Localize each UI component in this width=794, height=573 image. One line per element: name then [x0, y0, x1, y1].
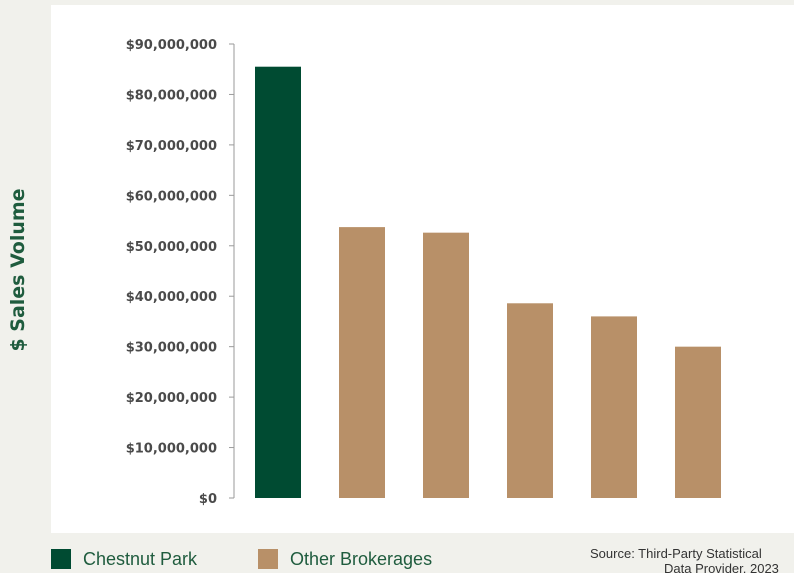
source-note: Source: Third-Party Statistical Data Pro… [590, 546, 794, 573]
y-axis-title: $ Sales Volume [7, 188, 29, 352]
legend-label-chestnut-park: Chestnut Park [83, 548, 198, 569]
legend-swatch-other-brokerages [258, 549, 278, 569]
y-tick-label: $20,000,000 [126, 391, 217, 406]
y-tick-label: $50,000,000 [126, 240, 217, 255]
y-tick-label: $80,000,000 [126, 88, 217, 103]
y-tick-label: $60,000,000 [126, 189, 217, 204]
legend-label-other-brokerages: Other Brokerages [290, 548, 433, 569]
source-line-1: Source: Third-Party Statistical [590, 546, 762, 561]
legend-swatch-chestnut-park [51, 549, 71, 569]
plot-area [51, 5, 794, 533]
bar [339, 227, 385, 498]
y-tick-label: $40,000,000 [126, 290, 217, 305]
y-tick-label: $30,000,000 [126, 341, 217, 356]
bar [255, 66, 301, 498]
y-tick-label: $10,000,000 [126, 442, 217, 457]
bar [675, 346, 721, 498]
bar [507, 303, 553, 498]
bar-chart: $0 $10,000,000 $20,000,000 $30,000,000 $40,0… [126, 38, 721, 507]
y-tick-label: $90,000,000 [126, 38, 217, 53]
y-tick-label: $0 [199, 492, 217, 507]
y-tick-label: $70,000,000 [126, 139, 217, 154]
source-line-2: Data Provider, 2023 [664, 561, 779, 573]
legend-item-chestnut-park: Chestnut Park [51, 548, 197, 570]
bar [423, 232, 469, 498]
legend-item-other-brokerages: Other Brokerages [258, 548, 432, 570]
bar [591, 316, 637, 498]
